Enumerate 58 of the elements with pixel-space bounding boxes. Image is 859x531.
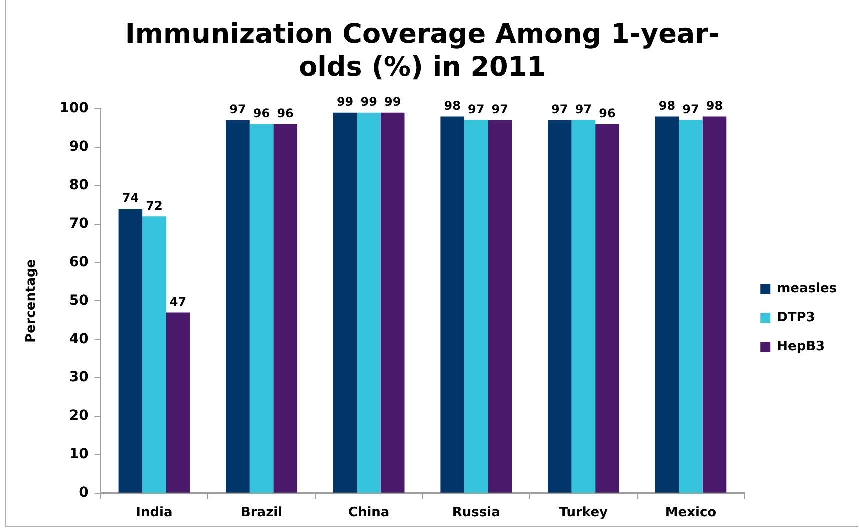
x-tick-label: Brazil xyxy=(240,506,283,521)
bar xyxy=(226,120,250,493)
y-tick-label: 30 xyxy=(69,370,90,386)
data-label: 97 xyxy=(552,102,568,117)
legend-label: DTP3 xyxy=(777,310,816,326)
data-label: 72 xyxy=(146,198,163,213)
data-label: 74 xyxy=(122,191,140,206)
bar xyxy=(655,116,680,493)
data-label: 99 xyxy=(384,94,402,109)
y-tick-label: 80 xyxy=(69,178,90,194)
bar xyxy=(464,120,488,493)
x-tick-label: Mexico xyxy=(665,506,717,521)
data-label: 96 xyxy=(277,106,294,120)
x-tick-label: Turkey xyxy=(559,506,609,521)
y-tick-label: 100 xyxy=(60,100,90,117)
bar xyxy=(250,124,274,493)
data-label: 98 xyxy=(444,98,461,113)
bar xyxy=(118,208,143,493)
data-label: 97 xyxy=(682,102,700,117)
y-tick-label: 40 xyxy=(69,331,90,348)
bar xyxy=(488,120,512,493)
bar xyxy=(274,124,298,493)
data-label: 47 xyxy=(170,294,187,309)
legend-label: measles xyxy=(777,281,838,296)
y-tick-label: 60 xyxy=(69,254,90,270)
data-label: 96 xyxy=(253,106,270,120)
bar xyxy=(333,112,358,493)
bar xyxy=(380,112,405,493)
data-label: 97 xyxy=(575,102,592,117)
data-label: 97 xyxy=(492,102,509,117)
x-tick-label: Russia xyxy=(452,506,500,521)
chart-title: Immunization Coverage Among 1-year-olds (%) in 2011 xyxy=(124,18,721,84)
y-tick-label: 90 xyxy=(69,139,90,156)
data-label: 97 xyxy=(230,102,246,117)
y-tick-label: 70 xyxy=(69,216,90,232)
data-label: 96 xyxy=(599,106,616,120)
bar xyxy=(440,116,464,493)
data-label: 99 xyxy=(336,94,354,109)
bar xyxy=(142,216,166,493)
bar xyxy=(357,112,381,493)
y-tick-label: 0 xyxy=(79,485,90,502)
bar xyxy=(702,116,727,493)
y-tick-label: 50 xyxy=(69,292,90,309)
bar xyxy=(572,120,596,493)
data-label: 98 xyxy=(706,98,724,113)
x-tick-label: India xyxy=(136,506,173,521)
bar xyxy=(548,120,572,493)
y-tick-label: 20 xyxy=(69,408,90,424)
data-label: 98 xyxy=(658,98,676,113)
legend-label: HepB3 xyxy=(777,339,826,354)
bar xyxy=(596,124,620,493)
y-axis-title: Percentage xyxy=(24,259,40,344)
bar xyxy=(679,120,703,493)
x-tick-label: China xyxy=(348,506,390,521)
data-label: 97 xyxy=(468,102,485,117)
data-label: 99 xyxy=(360,94,378,109)
y-tick-label: 10 xyxy=(69,446,90,463)
bar xyxy=(166,312,190,493)
